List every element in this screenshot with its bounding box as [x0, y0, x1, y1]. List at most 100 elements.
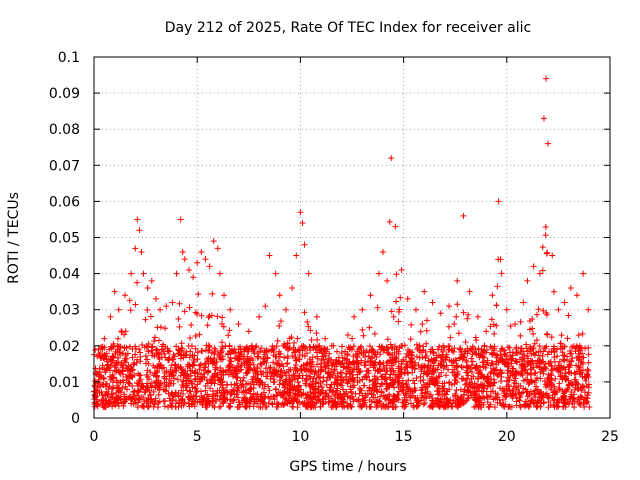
noise-point [111, 367, 118, 374]
noise-point [359, 376, 366, 383]
noise-point [290, 371, 297, 378]
noise-point [217, 347, 224, 354]
noise-point [170, 372, 177, 379]
noise-point [434, 387, 441, 394]
noise-point [462, 339, 469, 346]
noise-point [176, 323, 183, 330]
data-point [466, 288, 473, 295]
noise-point [225, 332, 232, 339]
noise-point [331, 392, 338, 399]
noise-point [577, 347, 584, 354]
noise-point [585, 344, 592, 351]
noise-point [468, 362, 475, 369]
noise-point [358, 387, 365, 394]
noise-point [110, 384, 117, 391]
noise-point [208, 380, 215, 387]
noise-point [403, 381, 410, 388]
noise-point [254, 354, 261, 361]
noise-point [293, 357, 300, 364]
noise-point [498, 270, 505, 277]
noise-point [315, 388, 322, 395]
noise-point [440, 342, 447, 349]
data-point [489, 292, 496, 299]
noise-point [91, 403, 98, 410]
noise-point [320, 356, 327, 363]
noise-point [322, 352, 329, 359]
noise-point [537, 369, 544, 376]
noise-point [517, 332, 524, 339]
noise-point [498, 345, 505, 352]
noise-point [155, 399, 162, 406]
noise-point [464, 369, 471, 376]
noise-point [493, 354, 500, 361]
noise-point [109, 403, 116, 410]
noise-point [219, 314, 226, 321]
noise-point [227, 361, 234, 368]
x-tick-label: 10 [291, 429, 309, 445]
noise-point [160, 341, 167, 348]
noise-point [473, 388, 480, 395]
noise-point [167, 366, 174, 373]
noise-point [347, 383, 354, 390]
noise-point [352, 351, 359, 358]
noise-point [547, 402, 554, 409]
noise-point [123, 394, 130, 401]
noise-point [418, 387, 425, 394]
noise-point [313, 330, 320, 337]
data-point [235, 321, 242, 328]
noise-point [415, 361, 422, 368]
noise-point [192, 345, 199, 352]
noise-point [250, 390, 257, 397]
noise-point [110, 342, 117, 349]
noise-point [284, 389, 291, 396]
noise-point [135, 388, 142, 395]
data-point [134, 216, 141, 223]
noise-point [501, 351, 508, 358]
noise-point [450, 357, 457, 364]
noise-point [116, 387, 123, 394]
noise-point [141, 344, 148, 351]
noise-point [278, 374, 285, 381]
noise-point [383, 344, 390, 351]
noise-point [456, 355, 463, 362]
noise-point [356, 377, 363, 384]
noise-point [155, 377, 162, 384]
noise-point [250, 373, 257, 380]
data-point [404, 295, 411, 302]
data-point [136, 227, 143, 234]
noise-point [396, 388, 403, 395]
noise-point [382, 394, 389, 401]
noise-point [566, 396, 573, 403]
data-point [140, 270, 147, 277]
noise-point [219, 343, 226, 350]
noise-point [384, 336, 391, 343]
noise-point [179, 345, 186, 352]
noise-point [354, 359, 361, 366]
noise-point [421, 400, 428, 407]
noise-point [218, 396, 225, 403]
noise-point [226, 404, 233, 411]
noise-point [365, 349, 372, 356]
noise-point [483, 375, 490, 382]
noise-point [126, 343, 133, 350]
data-point [97, 350, 104, 357]
y-tick-label: 0.1 [58, 50, 80, 66]
noise-point [228, 358, 235, 365]
noise-point [147, 382, 154, 389]
noise-point [196, 375, 203, 382]
noise-point [317, 403, 324, 410]
data-point [437, 310, 444, 317]
noise-point [350, 343, 357, 350]
noise-point [328, 395, 335, 402]
noise-point [363, 374, 370, 381]
data-point [344, 331, 351, 338]
noise-point [396, 344, 403, 351]
noise-point [582, 375, 589, 382]
noise-point [173, 397, 180, 404]
noise-point [533, 337, 540, 344]
noise-point [308, 363, 315, 370]
noise-point [204, 401, 211, 408]
noise-point [568, 358, 575, 365]
noise-point [118, 399, 125, 406]
noise-point [576, 370, 583, 377]
